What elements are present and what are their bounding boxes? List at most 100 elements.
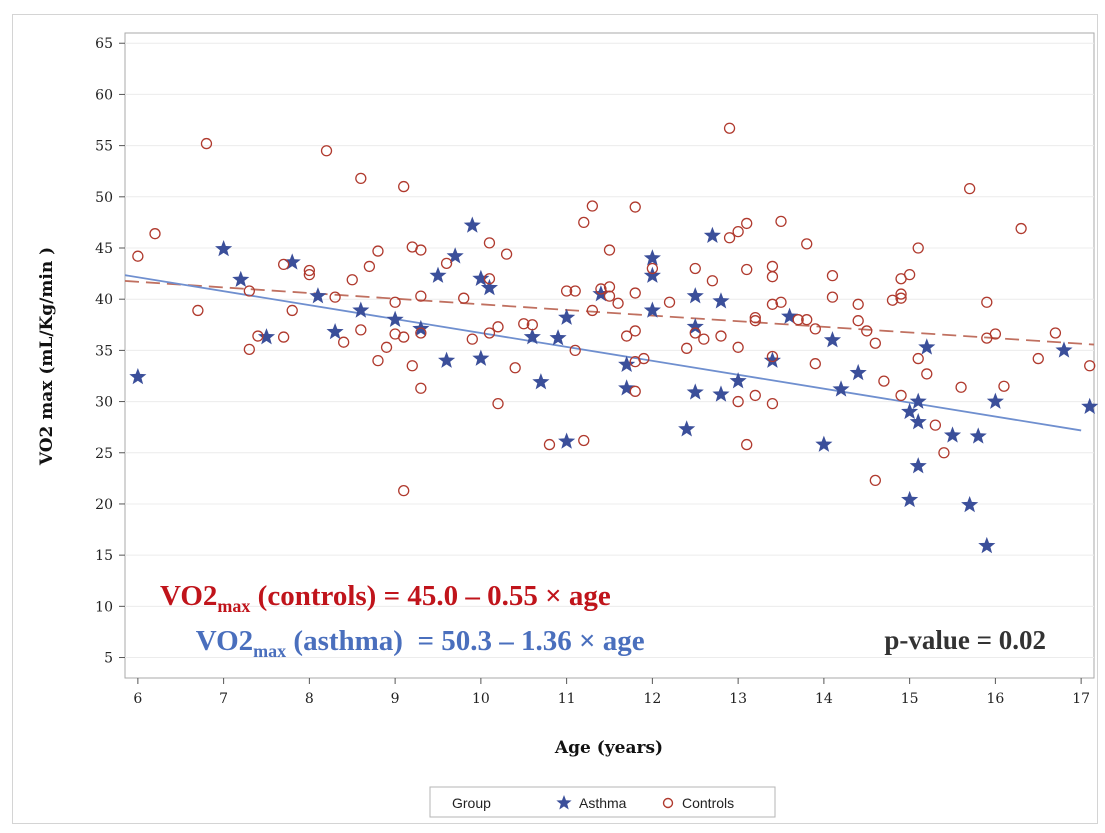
asthma-point bbox=[909, 392, 927, 409]
asthma-point bbox=[686, 287, 704, 304]
controls-point bbox=[723, 122, 736, 134]
controls-point bbox=[132, 250, 144, 262]
controls-point bbox=[603, 244, 616, 256]
controls-point bbox=[861, 325, 873, 337]
y-tick-label: 30 bbox=[95, 395, 113, 411]
asthma-point bbox=[909, 457, 927, 474]
controls-point bbox=[578, 434, 590, 447]
asthma-eq-main: VO2 bbox=[196, 625, 253, 657]
controls-point bbox=[398, 180, 410, 193]
controls-point bbox=[775, 215, 787, 228]
controls-point bbox=[320, 145, 333, 157]
controls-point bbox=[878, 375, 890, 387]
controls-point bbox=[638, 352, 650, 365]
controls-point bbox=[749, 311, 761, 324]
controls-point bbox=[801, 238, 813, 250]
controls-point bbox=[398, 331, 410, 343]
asthma-point bbox=[558, 308, 576, 325]
controls-point bbox=[964, 182, 976, 195]
controls-point bbox=[398, 484, 410, 497]
controls-point bbox=[458, 292, 470, 304]
asthma-point bbox=[712, 292, 730, 309]
controls-point bbox=[329, 291, 341, 303]
controls-point bbox=[363, 260, 376, 273]
controls-point bbox=[243, 343, 255, 356]
controls-point bbox=[732, 225, 744, 238]
controls-point bbox=[338, 336, 350, 348]
controls-point bbox=[895, 292, 907, 304]
asthma-eq-rest: (asthma) = 50.3 – 1.36 × age bbox=[286, 625, 645, 657]
controls-point bbox=[595, 283, 607, 295]
asthma-point bbox=[257, 328, 276, 345]
asthma-point bbox=[763, 351, 781, 368]
asthma-point bbox=[712, 385, 730, 402]
asthma-point bbox=[815, 435, 833, 452]
controls-point bbox=[560, 285, 573, 297]
controls-point bbox=[415, 382, 427, 394]
controls-point bbox=[1049, 327, 1062, 339]
controls-point bbox=[509, 362, 521, 374]
controls-point bbox=[415, 327, 427, 339]
controls-point bbox=[929, 419, 942, 431]
controls-point bbox=[346, 274, 358, 286]
controls-point bbox=[569, 344, 581, 357]
controls-point bbox=[483, 327, 496, 339]
asthma-point bbox=[781, 307, 799, 324]
controls-point bbox=[741, 217, 753, 230]
controls-point bbox=[766, 298, 779, 310]
controls-point bbox=[303, 268, 316, 281]
asthma-point bbox=[909, 413, 927, 430]
y-tick-label: 10 bbox=[95, 599, 113, 615]
controls-equation: VO2max (controls) = 45.0 – 0.55 × age bbox=[160, 580, 611, 616]
controls-point bbox=[586, 304, 598, 317]
controls-point bbox=[415, 290, 427, 302]
asthma-point bbox=[1081, 397, 1099, 414]
controls-point bbox=[998, 380, 1010, 392]
asthma-point bbox=[678, 420, 696, 437]
controls-point bbox=[483, 237, 496, 249]
asthma-equation: VO2max (asthma) = 50.3 – 1.36 × age bbox=[160, 625, 666, 661]
x-tick-label: 6 bbox=[133, 691, 142, 707]
controls-point bbox=[741, 263, 753, 276]
asthma-point bbox=[969, 427, 987, 444]
asthma-point bbox=[686, 383, 704, 400]
controls-point bbox=[869, 337, 881, 349]
asthma-point bbox=[523, 328, 541, 345]
controls-point bbox=[766, 271, 779, 283]
legend-circle-icon bbox=[662, 797, 674, 809]
x-axis-title: Age (years) bbox=[554, 738, 663, 758]
controls-point bbox=[792, 314, 804, 326]
asthma-point bbox=[463, 216, 481, 233]
asthma-point bbox=[618, 379, 636, 396]
asthma-point bbox=[429, 266, 447, 283]
controls-point bbox=[200, 137, 213, 150]
y-tick-label: 5 bbox=[104, 651, 113, 667]
controls-point bbox=[578, 216, 590, 229]
controls-point bbox=[826, 269, 839, 282]
x-tick-label: 12 bbox=[643, 691, 661, 707]
asthma-point bbox=[729, 372, 747, 389]
controls-point bbox=[766, 350, 779, 363]
asthma-point bbox=[558, 432, 576, 449]
controls-point bbox=[526, 319, 538, 331]
controls-point bbox=[483, 273, 496, 285]
controls-point bbox=[192, 304, 204, 317]
legend-title: Group bbox=[452, 795, 491, 811]
controls-point bbox=[749, 389, 761, 402]
y-tick-label: 20 bbox=[95, 497, 113, 513]
x-tick-label: 13 bbox=[729, 691, 747, 707]
controls-point bbox=[243, 285, 255, 297]
asthma-eq-sub: max bbox=[253, 641, 286, 661]
asthma-point bbox=[1055, 341, 1073, 358]
controls-point bbox=[1015, 222, 1027, 235]
axes: 5 10 15 20 25 30 35 40 45 50 55 60 65 6 7 8 9 10 11 12 13 14 1… bbox=[95, 36, 1090, 707]
asthma-point bbox=[618, 355, 636, 372]
asthma-point bbox=[532, 373, 550, 390]
controls-point bbox=[612, 297, 624, 309]
asthma-point bbox=[849, 363, 867, 381]
controls-point bbox=[715, 330, 727, 342]
controls-point bbox=[629, 385, 641, 397]
controls-point bbox=[380, 341, 393, 353]
asthma-point bbox=[901, 490, 919, 508]
